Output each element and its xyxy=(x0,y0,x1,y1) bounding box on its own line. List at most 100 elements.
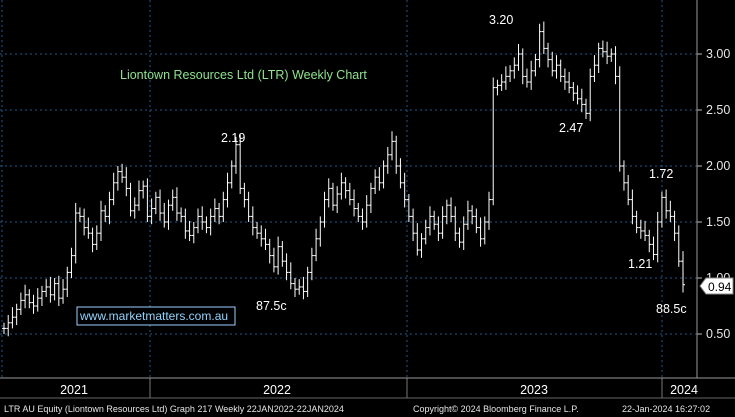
price-bar xyxy=(263,228,268,250)
price-bar xyxy=(48,276,53,303)
website-link-box xyxy=(76,306,236,326)
price-bar xyxy=(309,247,314,281)
price-bar xyxy=(512,57,517,79)
price-bar xyxy=(634,210,639,234)
price-bar xyxy=(208,208,213,236)
price-bar xyxy=(284,253,289,281)
price-bar xyxy=(440,206,445,239)
y-tick-label: 2.00 xyxy=(706,159,730,173)
price-bar xyxy=(259,225,264,247)
last-price-text: 0.94 xyxy=(708,280,732,294)
price-bars xyxy=(2,21,685,337)
price-bar xyxy=(99,200,103,242)
price-bar xyxy=(461,216,466,250)
price-bar xyxy=(330,182,335,211)
price-bar xyxy=(271,247,276,273)
price-bar xyxy=(668,200,673,222)
price-bar xyxy=(643,220,648,242)
price-bar xyxy=(453,206,458,242)
footer-copyright: Copyright© 2024 Bloomberg Finance L.P. xyxy=(413,404,579,414)
last-price-box xyxy=(699,277,734,295)
price-bar xyxy=(398,158,403,189)
y-tick-label: 3.00 xyxy=(706,47,730,61)
price-bar xyxy=(225,172,230,208)
price-bar xyxy=(103,205,108,222)
price-bar xyxy=(124,167,129,197)
price-bar xyxy=(411,208,416,242)
website-link[interactable]: www.marketmatters.com.au xyxy=(76,306,236,326)
price-bar xyxy=(2,322,6,334)
y-tick-label: 2.50 xyxy=(706,103,730,117)
price-bar xyxy=(541,21,546,54)
price-bar xyxy=(90,227,95,253)
price-bar xyxy=(575,85,580,105)
price-bar xyxy=(314,228,319,262)
price-bar xyxy=(6,314,11,337)
price-bar xyxy=(567,71,572,94)
price-bar xyxy=(638,219,643,239)
price-bar xyxy=(145,178,150,222)
price-bar xyxy=(297,279,302,295)
price-bar xyxy=(449,197,454,222)
price-bar xyxy=(659,191,664,228)
price-bar xyxy=(588,68,593,122)
price-bar xyxy=(672,210,677,242)
price-bar xyxy=(27,289,32,309)
price-annotation: 88.5c xyxy=(656,302,687,316)
price-bar xyxy=(394,135,399,174)
price-bar xyxy=(111,172,116,206)
price-bar xyxy=(427,206,432,236)
price-bar xyxy=(217,202,222,225)
price-bar xyxy=(18,292,23,315)
price-bar xyxy=(609,48,614,62)
price-bar xyxy=(377,167,382,191)
price-bar xyxy=(61,279,66,304)
price-bar xyxy=(183,208,188,239)
price-bar xyxy=(212,198,217,222)
price-annotation: 2.19 xyxy=(221,131,245,145)
price-bar xyxy=(368,182,373,214)
price-bar xyxy=(482,216,487,245)
price-bar xyxy=(550,51,555,77)
price-bar xyxy=(10,307,15,329)
price-bar xyxy=(187,220,192,242)
price-bar xyxy=(613,46,618,85)
price-bar xyxy=(381,160,386,189)
price-bar xyxy=(128,182,133,217)
price-bar xyxy=(406,194,411,222)
price-bar xyxy=(584,98,588,119)
price-bar xyxy=(23,284,28,309)
price-bar xyxy=(676,225,681,267)
price-bar xyxy=(250,206,255,236)
price-bar xyxy=(246,191,251,222)
price-bar xyxy=(651,236,656,261)
price-bar xyxy=(115,166,120,191)
price-bar xyxy=(69,247,74,278)
price-bar xyxy=(52,278,57,301)
price-bar xyxy=(166,199,171,230)
price-bar xyxy=(524,68,529,88)
price-bar xyxy=(592,55,597,82)
x-tick-label: 2021 xyxy=(60,383,88,397)
price-bar xyxy=(478,217,483,247)
price-bar xyxy=(664,189,669,219)
price-bar xyxy=(280,241,285,267)
price-bar xyxy=(136,180,141,211)
price-bar xyxy=(474,208,479,234)
price-bar xyxy=(343,177,348,199)
price-bar xyxy=(158,189,163,221)
price-bar xyxy=(196,208,200,234)
price-bar xyxy=(293,278,297,298)
price-bar xyxy=(529,60,534,90)
website-link-text[interactable]: www.marketmatters.com.au xyxy=(79,309,228,323)
price-bar xyxy=(373,169,378,194)
price-bar xyxy=(516,43,521,71)
price-bar xyxy=(242,182,247,208)
x-axis-labels: 2021 2022 2023 2024 xyxy=(60,383,698,397)
price-bar xyxy=(322,191,327,228)
price-bar xyxy=(39,285,44,306)
price-bar xyxy=(204,216,209,234)
price-bar xyxy=(229,160,234,189)
price-bar xyxy=(191,222,196,244)
price-bar xyxy=(301,276,306,300)
